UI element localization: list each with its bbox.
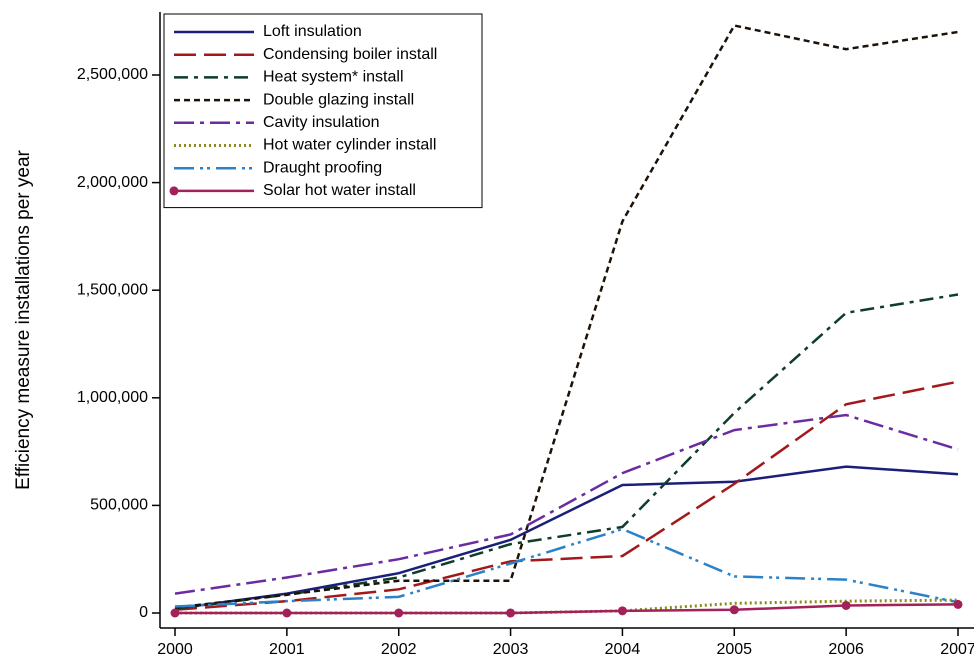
x-tick-label: 2001 [269,641,305,658]
legend-label: Condensing boiler install [263,46,437,63]
y-tick-label: 1,500,000 [77,281,148,298]
series-line [174,24,959,609]
x-tick-label: 2007 [940,641,974,658]
legend-marker [169,186,179,196]
y-tick-label: 2,500,000 [77,66,148,83]
legend-label: Loft insulation [263,23,362,40]
series-line [174,380,959,612]
x-tick-label: 2003 [493,641,529,658]
x-tick-label: 2004 [605,641,641,658]
series-line [174,413,959,595]
series-marker [282,608,292,618]
series-marker [506,608,516,618]
series-marker [841,600,851,610]
legend-label: Solar hot water install [263,182,416,199]
series-line [174,527,959,608]
series-marker [617,606,627,616]
series-line [174,293,959,610]
y-axis-label: Efficiency measure installations per yea… [13,149,34,489]
y-tick-label: 2,000,000 [77,174,148,191]
x-tick-label: 2000 [157,641,193,658]
legend-label: Draught proofing [263,159,382,176]
y-tick-label: 0 [139,604,148,621]
y-tick-label: 500,000 [90,497,148,514]
series-line [174,465,959,610]
legend-label: Double glazing install [263,91,414,108]
series-line [175,603,959,615]
legend-label: Heat system* install [263,69,404,86]
legend-box [163,13,483,209]
legend-label: Cavity insulation [263,114,380,131]
legend-label: Hot water cylinder install [263,137,436,154]
series-marker [394,608,404,618]
series-marker [953,599,963,609]
x-tick-label: 2002 [381,641,417,658]
x-tick-label: 2006 [828,641,864,658]
y-tick-label: 1,000,000 [77,389,148,406]
x-tick-label: 2005 [716,641,752,658]
series-marker [170,608,180,618]
series-marker [729,605,739,615]
